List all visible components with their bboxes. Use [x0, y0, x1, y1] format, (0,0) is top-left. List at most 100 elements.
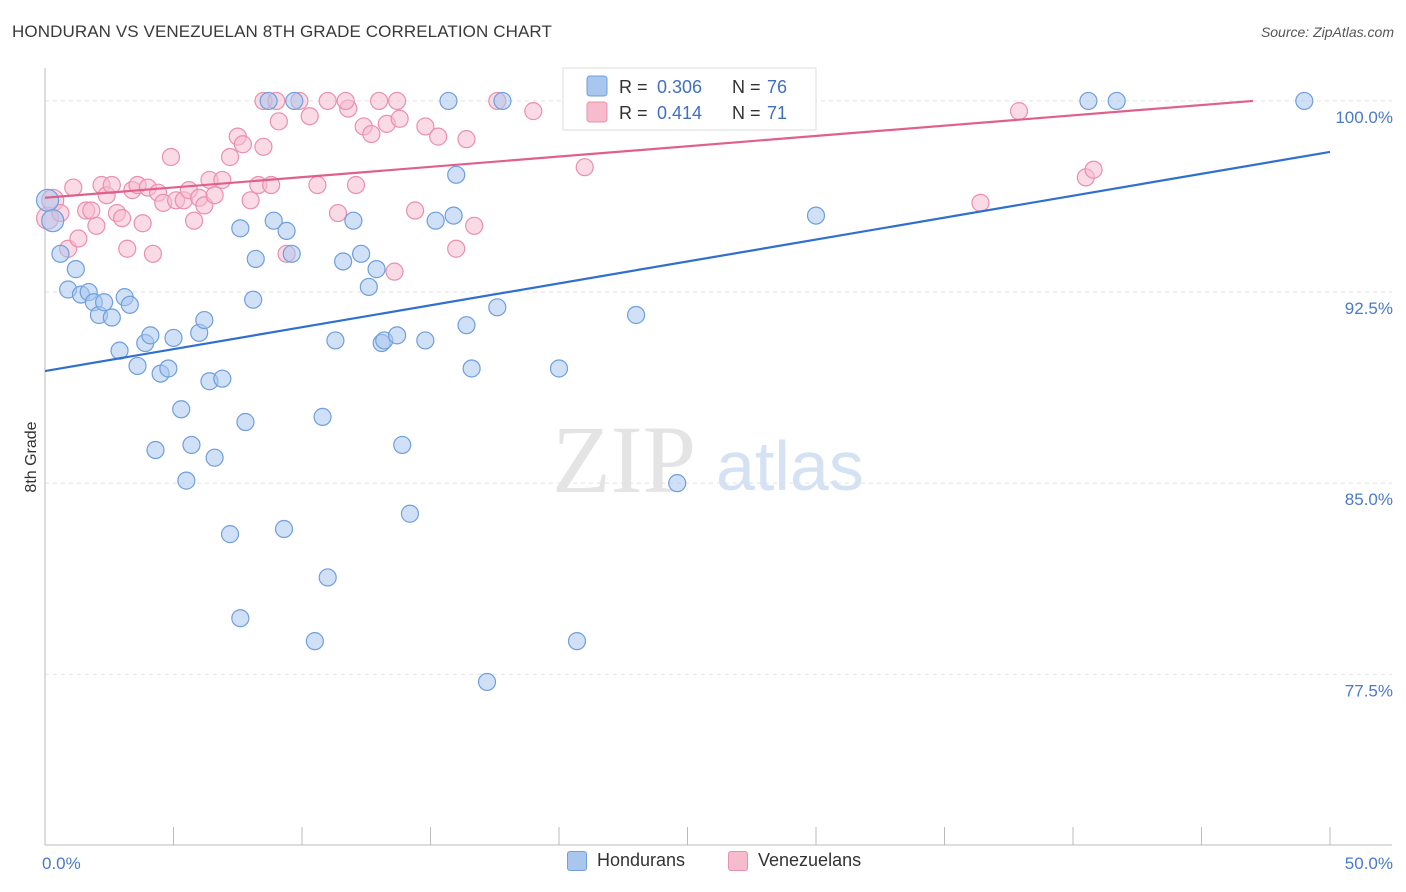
y-axis-title: 8th Grade — [23, 421, 40, 492]
legend-label-venezuelans: Venezuelans — [758, 850, 862, 870]
y-tick-labels: 100.0% 92.5% 85.0% 77.5% — [1335, 108, 1393, 700]
venezuelan-point — [118, 239, 137, 258]
honduran-point — [400, 504, 420, 523]
venezuelan-point — [254, 137, 273, 156]
honduran-point — [164, 328, 183, 348]
honduran-point — [567, 632, 587, 651]
honduran-point — [668, 474, 687, 493]
honduran-trend-line — [44, 150, 1331, 373]
chart-title: HONDURAN VS VENEZUELAN 8TH GRADE CORRELA… — [12, 22, 552, 41]
honduran-point — [285, 91, 304, 111]
honduran-point — [326, 331, 345, 350]
honduran-point — [41, 209, 65, 233]
honduran-point — [352, 244, 371, 263]
legend-item-hondurans[interactable]: Hondurans — [567, 850, 685, 871]
legend-swatch-venezuelans — [586, 101, 608, 123]
venezuelan-point — [241, 191, 260, 210]
honduran-point — [274, 519, 294, 539]
venezuelans-swatch — [728, 850, 748, 871]
honduran-point — [416, 331, 435, 350]
honduran-point — [195, 310, 214, 330]
venezuelan-point — [416, 117, 435, 136]
honduran-point — [477, 672, 497, 692]
venezuelan-point — [346, 175, 366, 195]
venezuelan-point — [575, 158, 594, 177]
honduran-point — [444, 206, 463, 225]
venezuelan-point — [308, 175, 327, 195]
stats-legend: R = 0.306 N = 76 R = 0.414 N = 71 — [562, 67, 817, 131]
honduran-point — [313, 407, 332, 427]
y-tick-label-1: 92.5% — [1345, 299, 1393, 318]
venezuelan-point — [524, 102, 543, 121]
honduran-point — [426, 211, 445, 230]
legend-n-value-2: 71 — [767, 103, 787, 123]
honduran-point — [205, 448, 224, 467]
honduran-point — [1107, 91, 1126, 111]
honduran-point — [259, 91, 278, 111]
honduran-point — [1295, 91, 1314, 111]
venezuelan-point — [1084, 160, 1103, 179]
honduran-point — [264, 211, 283, 230]
venezuelan-point — [133, 214, 152, 233]
honduran-point — [806, 206, 826, 225]
honduran-point — [244, 290, 263, 309]
legend-item-venezuelans[interactable]: Venezuelans — [728, 850, 861, 871]
venezuelan-trend-line — [44, 99, 1253, 199]
honduran-point — [393, 435, 412, 455]
honduran-point — [35, 188, 60, 212]
honduran-point — [231, 609, 250, 628]
venezuelan-point — [362, 124, 381, 144]
grid-layer — [45, 100, 1392, 675]
honduran-point — [172, 400, 191, 419]
y-tick-label-3: 77.5% — [1345, 681, 1393, 700]
legend-r-value-1: 0.306 — [657, 77, 702, 97]
venezuelan-point — [328, 203, 348, 223]
honduran-point — [213, 369, 232, 388]
honduran-point — [334, 252, 353, 271]
venezuelan-point — [387, 91, 407, 111]
honduran-point — [462, 359, 481, 378]
venezuelan-point — [457, 130, 476, 149]
venezuelan-point — [465, 216, 484, 235]
honduran-point — [66, 260, 85, 279]
venezuelan-point — [336, 91, 355, 111]
honduran-point — [318, 568, 337, 587]
honduran-point — [51, 244, 70, 263]
honduran-point — [439, 91, 458, 111]
hondurans-points — [35, 91, 1314, 692]
honduran-point — [159, 359, 178, 378]
honduran-point — [367, 260, 386, 279]
legend-r-value-2: 0.414 — [657, 103, 702, 123]
venezuelan-point — [213, 170, 232, 190]
source-label: Source: ZipAtlas.com — [1260, 24, 1394, 40]
venezuelan-point — [300, 107, 319, 126]
honduran-point — [626, 305, 646, 325]
x-tick-label-max: 50.0% — [1345, 854, 1393, 873]
venezuelan-point — [64, 178, 83, 197]
legend-r-label-2: R = — [619, 103, 648, 123]
venezuelan-point — [161, 147, 181, 167]
legend-swatch-hondurans — [586, 75, 608, 97]
axes-layer — [44, 68, 1392, 846]
honduran-point — [177, 471, 196, 490]
honduran-point — [305, 632, 324, 651]
venezuelan-point — [220, 147, 240, 167]
venezuelan-point — [385, 262, 404, 281]
hondurans-swatch — [567, 850, 587, 871]
honduran-point — [447, 165, 466, 184]
honduran-point — [231, 219, 250, 238]
honduran-point — [146, 440, 165, 460]
honduran-point — [236, 412, 255, 432]
venezuelan-point — [429, 127, 448, 146]
honduran-point — [220, 525, 240, 544]
honduran-point — [387, 326, 407, 345]
legend-label-hondurans: Hondurans — [597, 850, 686, 870]
honduran-point — [457, 316, 476, 335]
legend-n-label-1: N = — [732, 77, 761, 97]
venezuelan-point — [69, 229, 88, 248]
honduran-point — [120, 295, 139, 314]
venezuelan-point — [82, 201, 101, 220]
venezuelan-point — [390, 109, 409, 128]
honduran-point — [102, 308, 121, 327]
honduran-point — [95, 293, 114, 312]
